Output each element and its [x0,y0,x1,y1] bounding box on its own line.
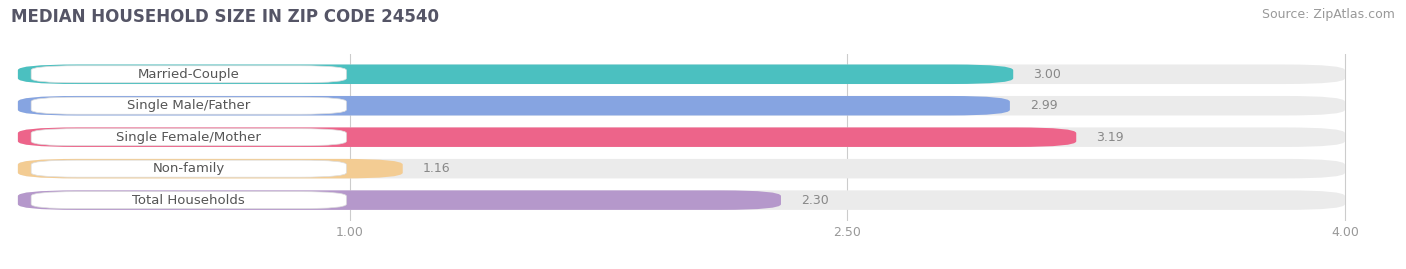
Text: Married-Couple: Married-Couple [138,68,239,81]
Text: 3.19: 3.19 [1097,131,1123,144]
Text: Single Female/Mother: Single Female/Mother [117,131,262,144]
FancyBboxPatch shape [18,159,1346,178]
FancyBboxPatch shape [18,190,1346,210]
FancyBboxPatch shape [18,190,780,210]
FancyBboxPatch shape [18,96,1346,115]
FancyBboxPatch shape [31,192,346,209]
FancyBboxPatch shape [31,160,346,177]
Text: Total Households: Total Households [132,194,245,207]
FancyBboxPatch shape [18,96,1010,115]
FancyBboxPatch shape [31,129,346,146]
FancyBboxPatch shape [31,97,346,114]
FancyBboxPatch shape [18,128,1076,147]
Text: 3.00: 3.00 [1033,68,1062,81]
FancyBboxPatch shape [18,128,1346,147]
Text: 2.99: 2.99 [1029,99,1057,112]
Text: 1.16: 1.16 [423,162,450,175]
Text: Source: ZipAtlas.com: Source: ZipAtlas.com [1261,8,1395,21]
FancyBboxPatch shape [18,159,402,178]
Text: Non-family: Non-family [153,162,225,175]
Text: MEDIAN HOUSEHOLD SIZE IN ZIP CODE 24540: MEDIAN HOUSEHOLD SIZE IN ZIP CODE 24540 [11,8,439,26]
Text: Single Male/Father: Single Male/Father [127,99,250,112]
FancyBboxPatch shape [18,65,1346,84]
FancyBboxPatch shape [31,66,346,83]
FancyBboxPatch shape [18,65,1014,84]
Text: 2.30: 2.30 [801,194,828,207]
